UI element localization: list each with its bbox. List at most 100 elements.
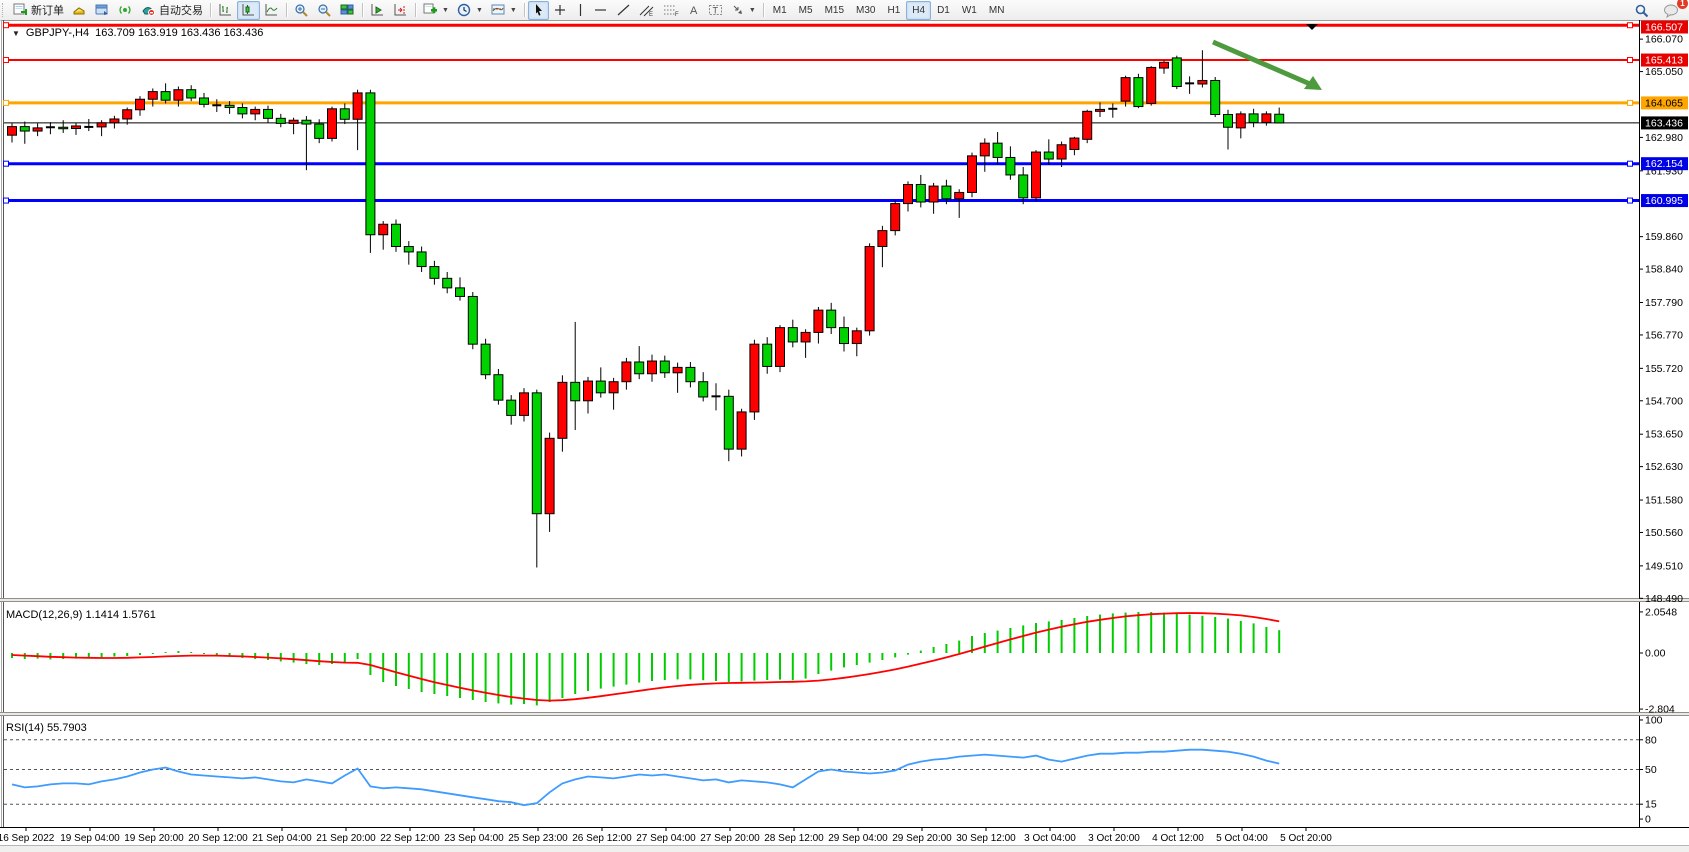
crosshair-button[interactable] <box>549 1 572 20</box>
level-handle[interactable] <box>3 99 9 106</box>
level-handle[interactable] <box>1627 197 1633 204</box>
price-levels[interactable]: 166.507 165.413 164.065 163.436 162.154 160.9… <box>3 20 1689 208</box>
trend-arrow-line[interactable] <box>1212 39 1311 87</box>
tf-h4-button[interactable]: H4 <box>906 0 932 20</box>
svg-text:165.050: 165.050 <box>1645 66 1683 78</box>
indicators-button[interactable]: ▼ <box>419 1 453 20</box>
new-order-button[interactable]: 新订单 <box>9 1 68 20</box>
signals-button[interactable] <box>114 1 137 20</box>
svg-text:19 Sep 04:00: 19 Sep 04:00 <box>60 833 120 844</box>
level-handle[interactable] <box>3 57 9 64</box>
svg-text:165.413: 165.413 <box>1645 55 1683 67</box>
chart-frame <box>0 20 1689 827</box>
main-macd-separator[interactable] <box>0 598 1689 602</box>
text-button[interactable]: A <box>683 1 704 20</box>
candle-down <box>403 246 414 253</box>
candle-down <box>1171 57 1182 88</box>
chart-canvas[interactable]: 166.070165.050162.980161.930159.860158.8… <box>0 20 1689 851</box>
chart-menu-icon[interactable]: ▼ <box>12 28 20 38</box>
candle-up <box>890 203 901 232</box>
zoom-in-button[interactable] <box>290 1 313 20</box>
tf-m30-button[interactable]: M30 <box>856 4 876 16</box>
svg-text:28 Sep 12:00: 28 Sep 12:00 <box>764 833 824 844</box>
candle-up <box>903 183 913 205</box>
candle-down <box>442 277 453 289</box>
candle-chart-button[interactable] <box>237 0 260 20</box>
vertical-line-button[interactable] <box>572 1 589 20</box>
dropdown-arrow-icon[interactable]: ▼ <box>509 6 517 14</box>
bar-chart-button[interactable] <box>214 1 237 20</box>
tf-m1-button[interactable]: M1 <box>772 4 787 16</box>
svg-text:20 Sep 12:00: 20 Sep 12:00 <box>188 833 248 844</box>
candle-down <box>1248 113 1259 123</box>
candle-up <box>378 223 389 236</box>
auto-scroll-button[interactable] <box>366 1 389 20</box>
candle-down <box>275 117 286 124</box>
horizontal-line-button[interactable] <box>589 1 612 20</box>
candle-up <box>135 98 145 111</box>
svg-text:T: T <box>712 6 718 16</box>
level-handle[interactable] <box>1627 22 1633 29</box>
tf-m15-button[interactable]: M15 <box>824 4 845 16</box>
dropdown-arrow-icon[interactable]: ▼ <box>442 6 449 14</box>
candle-up <box>583 380 593 402</box>
svg-text:158.840: 158.840 <box>1645 264 1683 276</box>
chat-icon <box>1663 3 1679 18</box>
candle-down <box>1005 156 1016 176</box>
level-handle[interactable] <box>3 197 9 204</box>
search-button[interactable] <box>1630 1 1653 20</box>
tf-w1-button[interactable]: W1 <box>961 4 977 16</box>
level-handle[interactable] <box>1627 57 1633 64</box>
candle-up <box>1146 66 1157 104</box>
tf-m5-button[interactable]: M5 <box>798 4 813 16</box>
level-handle[interactable] <box>3 22 9 29</box>
chart-shift-icon <box>393 3 408 17</box>
candle-down <box>58 126 69 130</box>
level-handle[interactable] <box>3 160 9 167</box>
tf-h1-button[interactable]: H1 <box>887 4 901 16</box>
chart-shift-button[interactable] <box>389 1 412 20</box>
dropdown-arrow-icon[interactable]: ▼ <box>748 6 756 14</box>
trendline-button[interactable] <box>612 1 635 20</box>
cursor-button[interactable] <box>527 0 549 20</box>
line-chart-button[interactable] <box>260 1 283 20</box>
svg-text:23 Sep 04:00: 23 Sep 04:00 <box>444 833 504 844</box>
autotrading-button[interactable]: 自动交易 <box>137 1 207 20</box>
candle-down <box>455 287 465 297</box>
rsi-line <box>11 748 1280 807</box>
autotrading-button-label: 自动交易 <box>159 5 203 17</box>
svg-text:27 Sep 04:00: 27 Sep 04:00 <box>636 833 696 844</box>
tile-windows-button[interactable] <box>336 1 359 20</box>
channel-button[interactable]: E <box>635 1 659 20</box>
tf-d1-button[interactable]: D1 <box>937 4 950 16</box>
svg-text:163.436: 163.436 <box>1645 117 1683 129</box>
svg-text:27 Sep 20:00: 27 Sep 20:00 <box>700 833 760 844</box>
fibonacci-button[interactable]: F <box>659 1 683 20</box>
periods-button[interactable]: ▼ <box>453 1 487 20</box>
candle-down <box>1274 113 1285 124</box>
candle-down <box>1210 79 1221 116</box>
market-button[interactable] <box>68 1 91 20</box>
level-handle[interactable] <box>1627 99 1633 106</box>
svg-text:-2.804: -2.804 <box>1645 704 1675 716</box>
candle-down <box>391 223 401 248</box>
candle-down <box>915 183 926 203</box>
candle-up <box>109 118 120 124</box>
svg-text:5 Oct 20:00: 5 Oct 20:00 <box>1280 833 1332 844</box>
candle-down <box>480 343 491 376</box>
level-handle[interactable] <box>1627 160 1633 167</box>
candle-up <box>647 360 657 375</box>
macd-rsi-separator[interactable] <box>0 712 1689 716</box>
toolbar-separator <box>415 3 416 17</box>
zoom-in-icon <box>294 3 309 17</box>
candle-up <box>32 127 43 132</box>
tf-mn-button[interactable]: MN <box>988 4 1005 16</box>
chat-button[interactable]: 1 <box>1659 0 1688 20</box>
arrows-button[interactable]: ▼ <box>727 1 760 20</box>
annotations <box>1212 24 1322 90</box>
profiles-button[interactable] <box>91 1 114 20</box>
zoom-out-button[interactable] <box>313 1 336 20</box>
text-label-button[interactable]: T <box>704 1 727 20</box>
dropdown-arrow-icon[interactable]: ▼ <box>475 6 483 14</box>
templates-button[interactable]: ▼ <box>487 1 521 20</box>
